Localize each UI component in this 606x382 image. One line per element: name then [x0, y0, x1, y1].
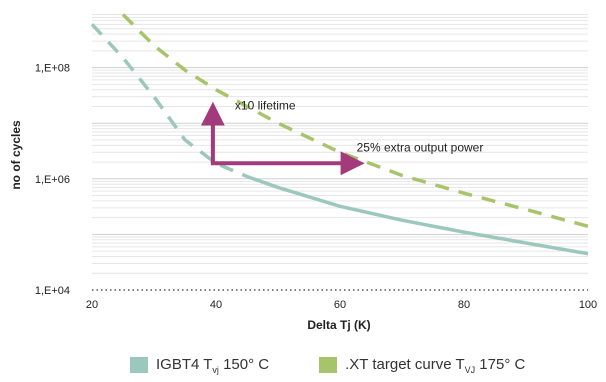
- x-tick-label-1: 40: [210, 299, 222, 311]
- legend-item-xt: .XT target curve TVJ 175° C: [319, 356, 525, 375]
- y-tick-label-2: 1,E+08: [35, 63, 70, 75]
- y-tick-label-0: 1,E+04: [35, 285, 70, 297]
- annotation-output-power: 25% extra output power: [357, 140, 484, 154]
- y-tick-label-1: 1,E+06: [35, 174, 70, 186]
- tick-labels: 20 40 60 80 100 1,E+04 1,E+06 1,E+08: [35, 63, 597, 311]
- legend-item-igbt4: IGBT4 Tvj 150° C: [130, 356, 269, 375]
- y-axis-label: no of cycles: [9, 120, 23, 190]
- legend-swatch-xt: [319, 357, 338, 373]
- legend: IGBT4 Tvj 150° C .XT target curve TVJ 17…: [130, 354, 575, 376]
- x-tick-label-0: 20: [86, 299, 98, 311]
- series-lines: [90, 13, 589, 256]
- legend-label-igbt4: IGBT4 Tvj 150° C: [156, 355, 270, 375]
- x-axis-label: Delta Tj (K): [307, 318, 370, 332]
- x-tick-label-3: 80: [458, 299, 470, 311]
- series-line-igbt4-solid: [246, 174, 589, 256]
- x-tick-label-4: 100: [579, 299, 597, 311]
- annotation-lifetime: x10 lifetime: [235, 99, 296, 113]
- line-chart: x10 lifetime 25% extra output power 20 40 6…: [9, 13, 597, 332]
- grid-lines: [92, 14, 588, 291]
- annotations: x10 lifetime 25% extra output power: [200, 99, 484, 176]
- legend-swatch-igbt4: [130, 357, 148, 373]
- series-line-igbt4-dashed: [90, 23, 248, 179]
- x-tick-label-2: 60: [334, 299, 346, 311]
- legend-label-xt: .XT target curve TVJ 175° C: [345, 355, 526, 375]
- series-line-xt: [121, 13, 589, 228]
